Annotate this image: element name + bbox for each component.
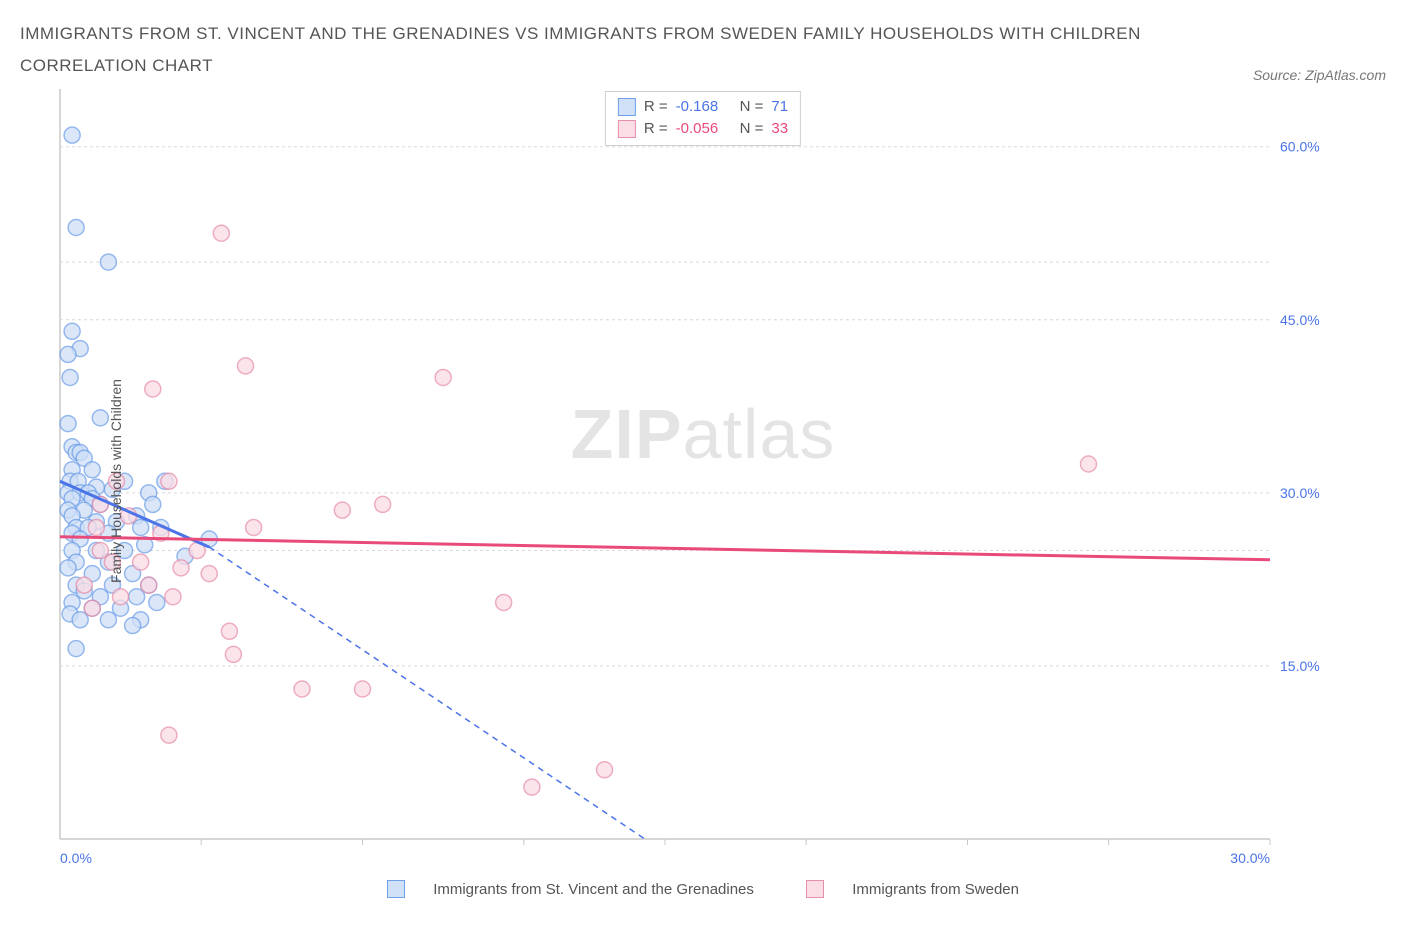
data-point xyxy=(375,496,391,512)
n-label: N = xyxy=(740,96,764,119)
data-point xyxy=(355,681,371,697)
legend-swatch xyxy=(806,880,824,898)
data-point xyxy=(72,611,88,627)
legend-item: Immigrants from St. Vincent and the Gren… xyxy=(375,881,770,898)
data-point xyxy=(60,559,76,575)
n-value: 33 xyxy=(771,118,788,141)
data-point xyxy=(100,611,116,627)
data-point xyxy=(92,409,108,425)
legend-swatch xyxy=(618,120,636,138)
data-point xyxy=(149,594,165,610)
y-tick-label: 30.0% xyxy=(1280,484,1320,500)
trend-line xyxy=(60,536,1270,559)
data-point xyxy=(133,519,149,535)
data-point xyxy=(201,565,217,581)
y-axis-label: Family Households with Children xyxy=(108,379,124,583)
data-point xyxy=(161,473,177,489)
x-tick-label: 30.0% xyxy=(1230,850,1270,866)
data-point xyxy=(221,623,237,639)
data-point xyxy=(88,519,104,535)
legend-swatch xyxy=(387,880,405,898)
scatter-chart: 15.0% 30.0% 45.0% 60.0% 0.0% 30.0% xyxy=(20,89,1340,869)
data-point xyxy=(129,588,145,604)
trend-line-extension xyxy=(209,547,645,839)
data-point xyxy=(435,369,451,385)
data-point xyxy=(125,617,141,633)
data-point xyxy=(334,502,350,518)
data-point xyxy=(1081,456,1097,472)
r-label: R = xyxy=(644,118,668,141)
data-point xyxy=(64,323,80,339)
correlation-legend: R = -0.168 N = 71 R = -0.056 N = 33 xyxy=(605,91,801,146)
data-point xyxy=(145,381,161,397)
data-point xyxy=(294,681,310,697)
data-point xyxy=(64,127,80,143)
data-point xyxy=(92,542,108,558)
data-point xyxy=(213,225,229,241)
n-value: 71 xyxy=(771,96,788,119)
data-point xyxy=(84,461,100,477)
data-point xyxy=(100,254,116,270)
data-point xyxy=(246,519,262,535)
data-point xyxy=(597,761,613,777)
data-point xyxy=(60,346,76,362)
r-value: -0.056 xyxy=(676,118,732,141)
r-value: -0.168 xyxy=(676,96,732,119)
data-point xyxy=(225,646,241,662)
legend-item: Immigrants from Sweden xyxy=(794,881,1031,898)
data-point xyxy=(145,496,161,512)
legend-label: Immigrants from St. Vincent and the Gren… xyxy=(433,881,754,898)
data-point xyxy=(60,415,76,431)
legend-label: Immigrants from Sweden xyxy=(852,881,1019,898)
y-tick-label: 45.0% xyxy=(1280,311,1320,327)
data-point xyxy=(524,779,540,795)
y-tick-label: 15.0% xyxy=(1280,658,1320,674)
data-point xyxy=(238,358,254,374)
data-point xyxy=(165,588,181,604)
data-point xyxy=(84,600,100,616)
y-tick-label: 60.0% xyxy=(1280,138,1320,154)
data-point xyxy=(113,588,129,604)
data-point xyxy=(76,577,92,593)
data-point xyxy=(141,577,157,593)
data-point xyxy=(173,559,189,575)
data-point xyxy=(62,369,78,385)
legend-swatch xyxy=(618,98,636,116)
n-label: N = xyxy=(740,118,764,141)
x-tick-label: 0.0% xyxy=(60,850,92,866)
data-point xyxy=(496,594,512,610)
source-attribution: Source: ZipAtlas.com xyxy=(1253,67,1386,83)
data-point xyxy=(133,554,149,570)
data-point xyxy=(68,640,84,656)
data-point xyxy=(68,219,84,235)
data-point xyxy=(161,727,177,743)
chart-title: IMMIGRANTS FROM ST. VINCENT AND THE GREN… xyxy=(20,18,1141,83)
series-legend: Immigrants from St. Vincent and the Gren… xyxy=(20,880,1386,898)
r-label: R = xyxy=(644,96,668,119)
